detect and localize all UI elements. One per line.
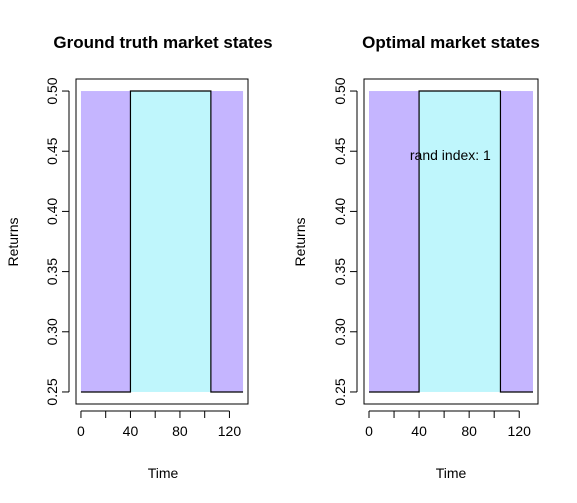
- y-tick-label: 0.40: [332, 198, 348, 225]
- chart-title: Ground truth market states: [53, 33, 272, 52]
- plot-frame: [75, 78, 249, 405]
- state-region-2: [500, 91, 533, 392]
- state-region-0: [369, 91, 420, 392]
- y-tick-label: 0.35: [332, 258, 348, 285]
- state-region-2: [210, 91, 244, 392]
- y-axis-label: Returns: [5, 217, 21, 266]
- panel-optimal: Optimal market states 0 40 80 120 0.25 0.30 0.…: [292, 33, 540, 481]
- x-tick-label: 40: [411, 423, 427, 439]
- x-tick-label: 40: [123, 423, 139, 439]
- state-region-0: [80, 91, 131, 392]
- y-tick-label: 0.50: [332, 77, 348, 104]
- series-line: [80, 90, 244, 393]
- y-tick-label: 0.30: [332, 318, 348, 345]
- y-tick-label: 0.45: [332, 137, 348, 164]
- x-tick-label: 120: [218, 423, 242, 439]
- state-region-1: [130, 91, 211, 392]
- y-tick-label: 0.25: [332, 378, 348, 405]
- x-tick-label: 120: [508, 423, 532, 439]
- x-axis-label: Time: [436, 465, 467, 481]
- y-axis-label: Returns: [292, 217, 308, 266]
- panel-ground-truth: Ground truth market states 0 40 80 120 0.25 0…: [5, 33, 273, 481]
- x-axis-label: Time: [148, 465, 179, 481]
- y-tick-label: 0.25: [44, 378, 60, 405]
- x-tick-label: 80: [172, 423, 188, 439]
- state-region-1: [419, 91, 501, 392]
- x-tick-label: 0: [77, 423, 85, 439]
- annotation-text: rand index: 1: [410, 147, 491, 163]
- y-tick-label: 0.30: [44, 318, 60, 345]
- y-tick-label: 0.40: [44, 198, 60, 225]
- y-tick-label: 0.35: [44, 258, 60, 285]
- chart-title: Optimal market states: [362, 33, 540, 52]
- x-tick-label: 0: [365, 423, 373, 439]
- y-tick-label: 0.45: [44, 137, 60, 164]
- series-line: [369, 90, 533, 393]
- plot-frame: [363, 78, 539, 405]
- y-tick-label: 0.50: [44, 77, 60, 104]
- x-tick-label: 80: [461, 423, 477, 439]
